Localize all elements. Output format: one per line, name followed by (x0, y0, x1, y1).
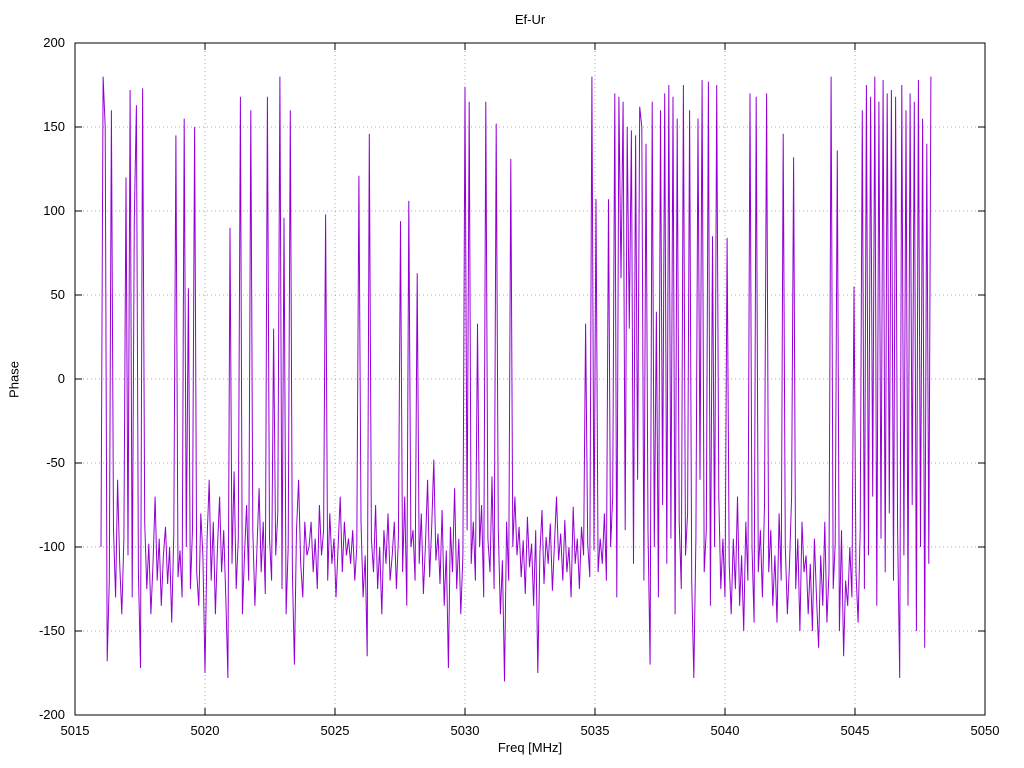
y-tick-label: -200 (39, 707, 65, 722)
y-tick-label: -50 (46, 455, 65, 470)
y-tick-label: 0 (58, 371, 65, 386)
y-tick-label: -100 (39, 539, 65, 554)
x-tick-label: 5030 (451, 723, 480, 738)
x-tick-label: 5020 (191, 723, 220, 738)
y-axis-label: Phase (6, 361, 22, 398)
x-axis-label: Freq [MHz] (497, 740, 563, 755)
y-tick-label: 100 (43, 203, 65, 218)
series-line (100, 76, 932, 682)
x-tick-label: 5035 (581, 723, 610, 738)
y-tick-label: 150 (43, 119, 65, 134)
y-tick-label: 50 (51, 287, 65, 302)
x-tick-label: 5040 (711, 723, 740, 738)
y-tick-label: -150 (39, 623, 65, 638)
x-tick-label: 5015 (61, 723, 90, 738)
y-tick-label: 200 (43, 35, 65, 50)
chart-title: Ef-Ur (514, 12, 546, 27)
x-tick-label: 5045 (841, 723, 870, 738)
x-tick-label: 5050 (971, 723, 1000, 738)
x-tick-label: 5025 (321, 723, 350, 738)
